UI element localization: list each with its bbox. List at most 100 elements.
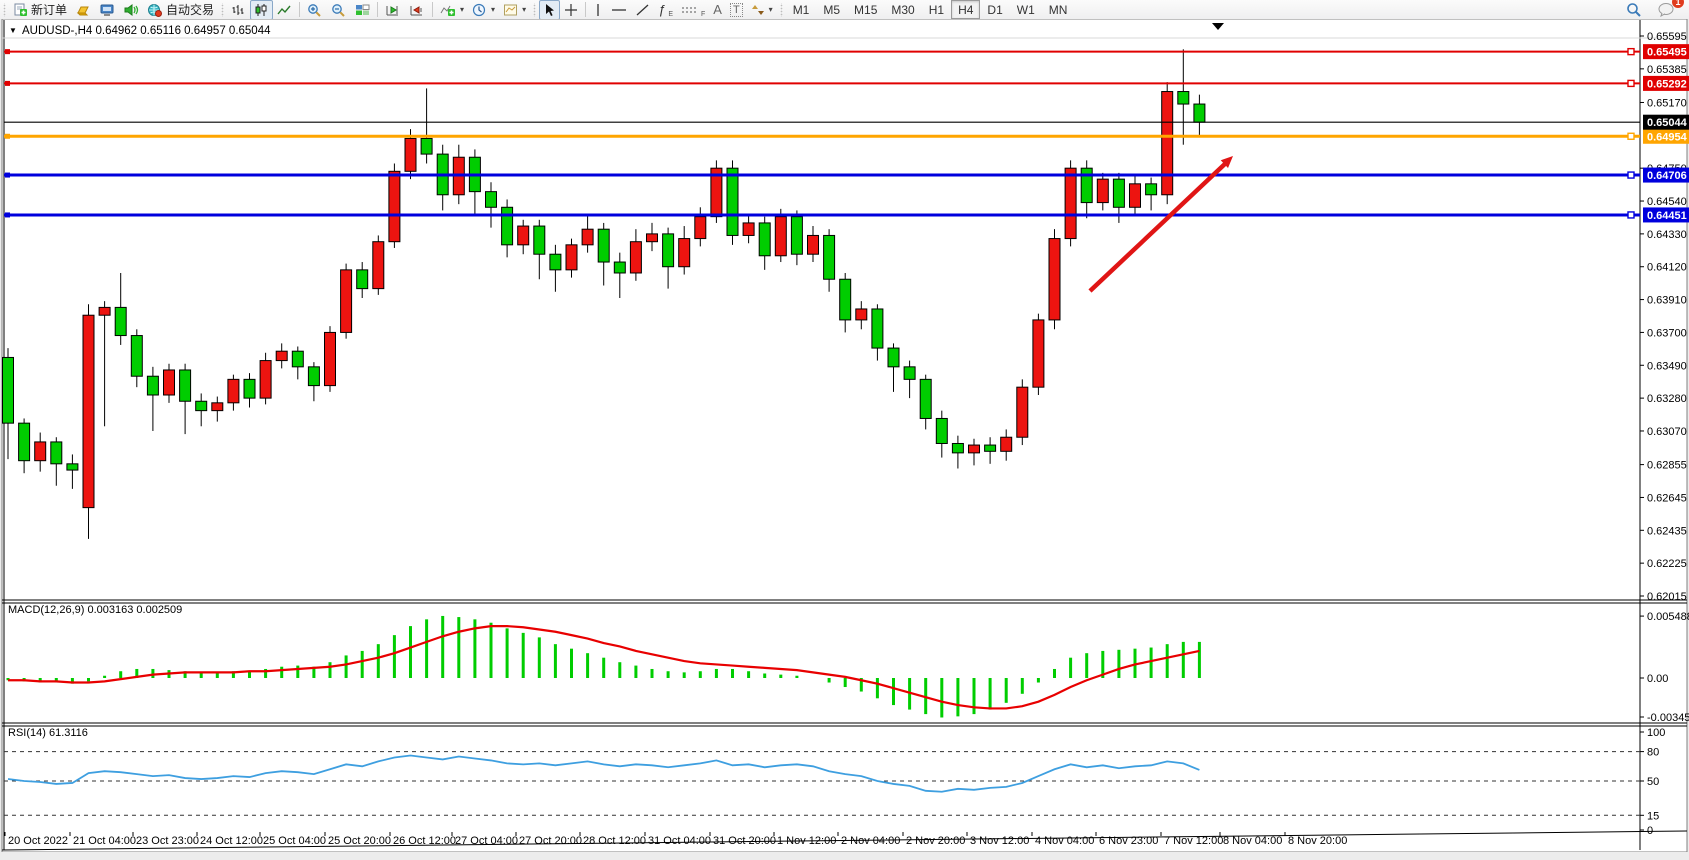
trend-arrow[interactable] (1088, 160, 1229, 293)
candle-body (839, 278, 852, 321)
candle-body (114, 306, 127, 337)
price-tick-label: 0.63280 (1647, 393, 1687, 405)
hline-handle[interactable] (1627, 171, 1635, 179)
zoom-in-icon (307, 3, 323, 17)
price-tick-label: 0.62855 (1647, 460, 1687, 472)
candle-body (1177, 91, 1190, 105)
text-label-button[interactable]: T (726, 0, 747, 20)
hline-handle[interactable] (1627, 79, 1635, 88)
price-tick-label: 0.63700 (1647, 327, 1687, 339)
line-chart-icon (277, 3, 292, 17)
price-flag-label: 0.64954 (1647, 131, 1688, 143)
price-tick-label: 0.65385 (1647, 64, 1687, 76)
candle-body (243, 378, 256, 399)
bar-chart-button[interactable] (227, 0, 250, 20)
hline-button[interactable] (607, 0, 631, 20)
candle-body (871, 308, 884, 349)
candle-body (565, 244, 578, 271)
auto-scroll-icon (385, 3, 401, 17)
timeframe-w1[interactable]: W1 (1016, 2, 1035, 17)
text-icon: A (713, 2, 722, 17)
time-axis-label: 24 Oct 12:00 (200, 835, 263, 847)
trendline-icon (635, 3, 650, 17)
macd-bar (875, 678, 879, 699)
gold-button[interactable] (71, 0, 95, 20)
indicators-button[interactable]: ▾ (436, 0, 468, 20)
periods-button[interactable]: ▾ (468, 0, 499, 20)
timeframe-m15[interactable]: M15 (854, 2, 878, 17)
hline-handle[interactable] (1627, 132, 1635, 140)
chart-window[interactable]: ▼ AUDUSD-,H4 0.64962 0.65116 0.64957 0.65… (0, 19, 1689, 860)
macd-bar (1149, 647, 1153, 678)
timeframe-h4[interactable]: H4 (951, 0, 981, 19)
zoom-out-button[interactable] (327, 0, 351, 20)
macd-axis-label: -0.003457 (1647, 712, 1689, 724)
auto-trading-label: 自动交易 (166, 3, 215, 17)
macd-bar (231, 671, 235, 678)
candle-body (935, 417, 948, 444)
candle-body (275, 350, 288, 362)
periods-icon (472, 3, 487, 17)
timeframe-m30[interactable]: M30 (891, 2, 915, 17)
tile-windows-button[interactable] (351, 0, 374, 20)
candlestick-button[interactable] (250, 0, 274, 20)
terminal-button[interactable] (95, 0, 119, 20)
auto-scroll-button[interactable] (381, 0, 405, 20)
macd-bar (747, 671, 751, 678)
time-axis-label: 28 Oct 12:00 (583, 835, 646, 847)
candle-body (968, 444, 980, 454)
cursor-button[interactable] (539, 0, 561, 20)
macd-axis-label: 0.005488 (1647, 611, 1689, 623)
sound-button[interactable] (119, 0, 143, 20)
macd-bar (779, 674, 783, 678)
candle-body (678, 238, 691, 268)
candle-body (356, 269, 369, 290)
search-button[interactable] (1622, 0, 1646, 20)
crosshair-button[interactable] (560, 0, 582, 20)
chart-shift-button[interactable] (405, 0, 429, 20)
line-chart-button[interactable] (273, 0, 296, 20)
macd-bar (843, 678, 847, 688)
candle-body (742, 222, 755, 236)
zoom-in-button[interactable] (303, 0, 327, 20)
macd-bar (1101, 650, 1105, 678)
toolbar-separator (377, 2, 379, 17)
timeframe-mn[interactable]: MN (1048, 2, 1068, 17)
auto-trading-button[interactable]: 自动交易 (143, 0, 218, 20)
macd-bar (457, 617, 461, 678)
price-tick-label: 0.62015 (1647, 591, 1687, 603)
timeframe-m5[interactable]: M5 (823, 2, 841, 17)
candle-body (887, 347, 900, 368)
time-axis-label: 2 Nov 04:00 (841, 835, 900, 847)
fibonacci-button[interactable]: ƒ E (658, 2, 673, 18)
macd-bar (409, 626, 412, 678)
channel-button[interactable]: F (677, 0, 709, 20)
hline-handle[interactable] (1627, 211, 1635, 219)
toolbar-separator (299, 2, 301, 17)
candle-body (903, 366, 916, 380)
macd-bar (618, 662, 622, 678)
main-toolbar: 新订单 自动交易 ▾ ▾ (0, 0, 1689, 20)
macd-bar (602, 657, 606, 678)
text-button[interactable]: A (709, 0, 726, 20)
macd-bar (135, 668, 139, 678)
tile-windows-icon (355, 3, 370, 17)
timeframe-d1[interactable]: D1 (987, 2, 1003, 17)
toolbar-separator (585, 2, 587, 17)
candle-body (774, 216, 787, 257)
price-tick-label: 0.64540 (1647, 196, 1687, 208)
candle-body (855, 308, 868, 321)
hline-handle[interactable] (1627, 47, 1635, 56)
timeframe-h1[interactable]: H1 (928, 2, 945, 17)
macd-bar (570, 648, 573, 678)
chat-button[interactable]: 1 (1654, 0, 1684, 20)
new-order-button[interactable]: 新订单 (9, 0, 71, 20)
vline-button[interactable] (589, 0, 607, 20)
timeframe-m1[interactable]: M1 (792, 2, 810, 17)
arrows-button[interactable]: ▾ (747, 0, 777, 20)
trendline-button[interactable] (631, 0, 654, 20)
macd-bar (54, 678, 58, 683)
candle-body (984, 444, 997, 452)
templates-button[interactable]: ▾ (499, 0, 530, 20)
candle-body (581, 228, 594, 246)
